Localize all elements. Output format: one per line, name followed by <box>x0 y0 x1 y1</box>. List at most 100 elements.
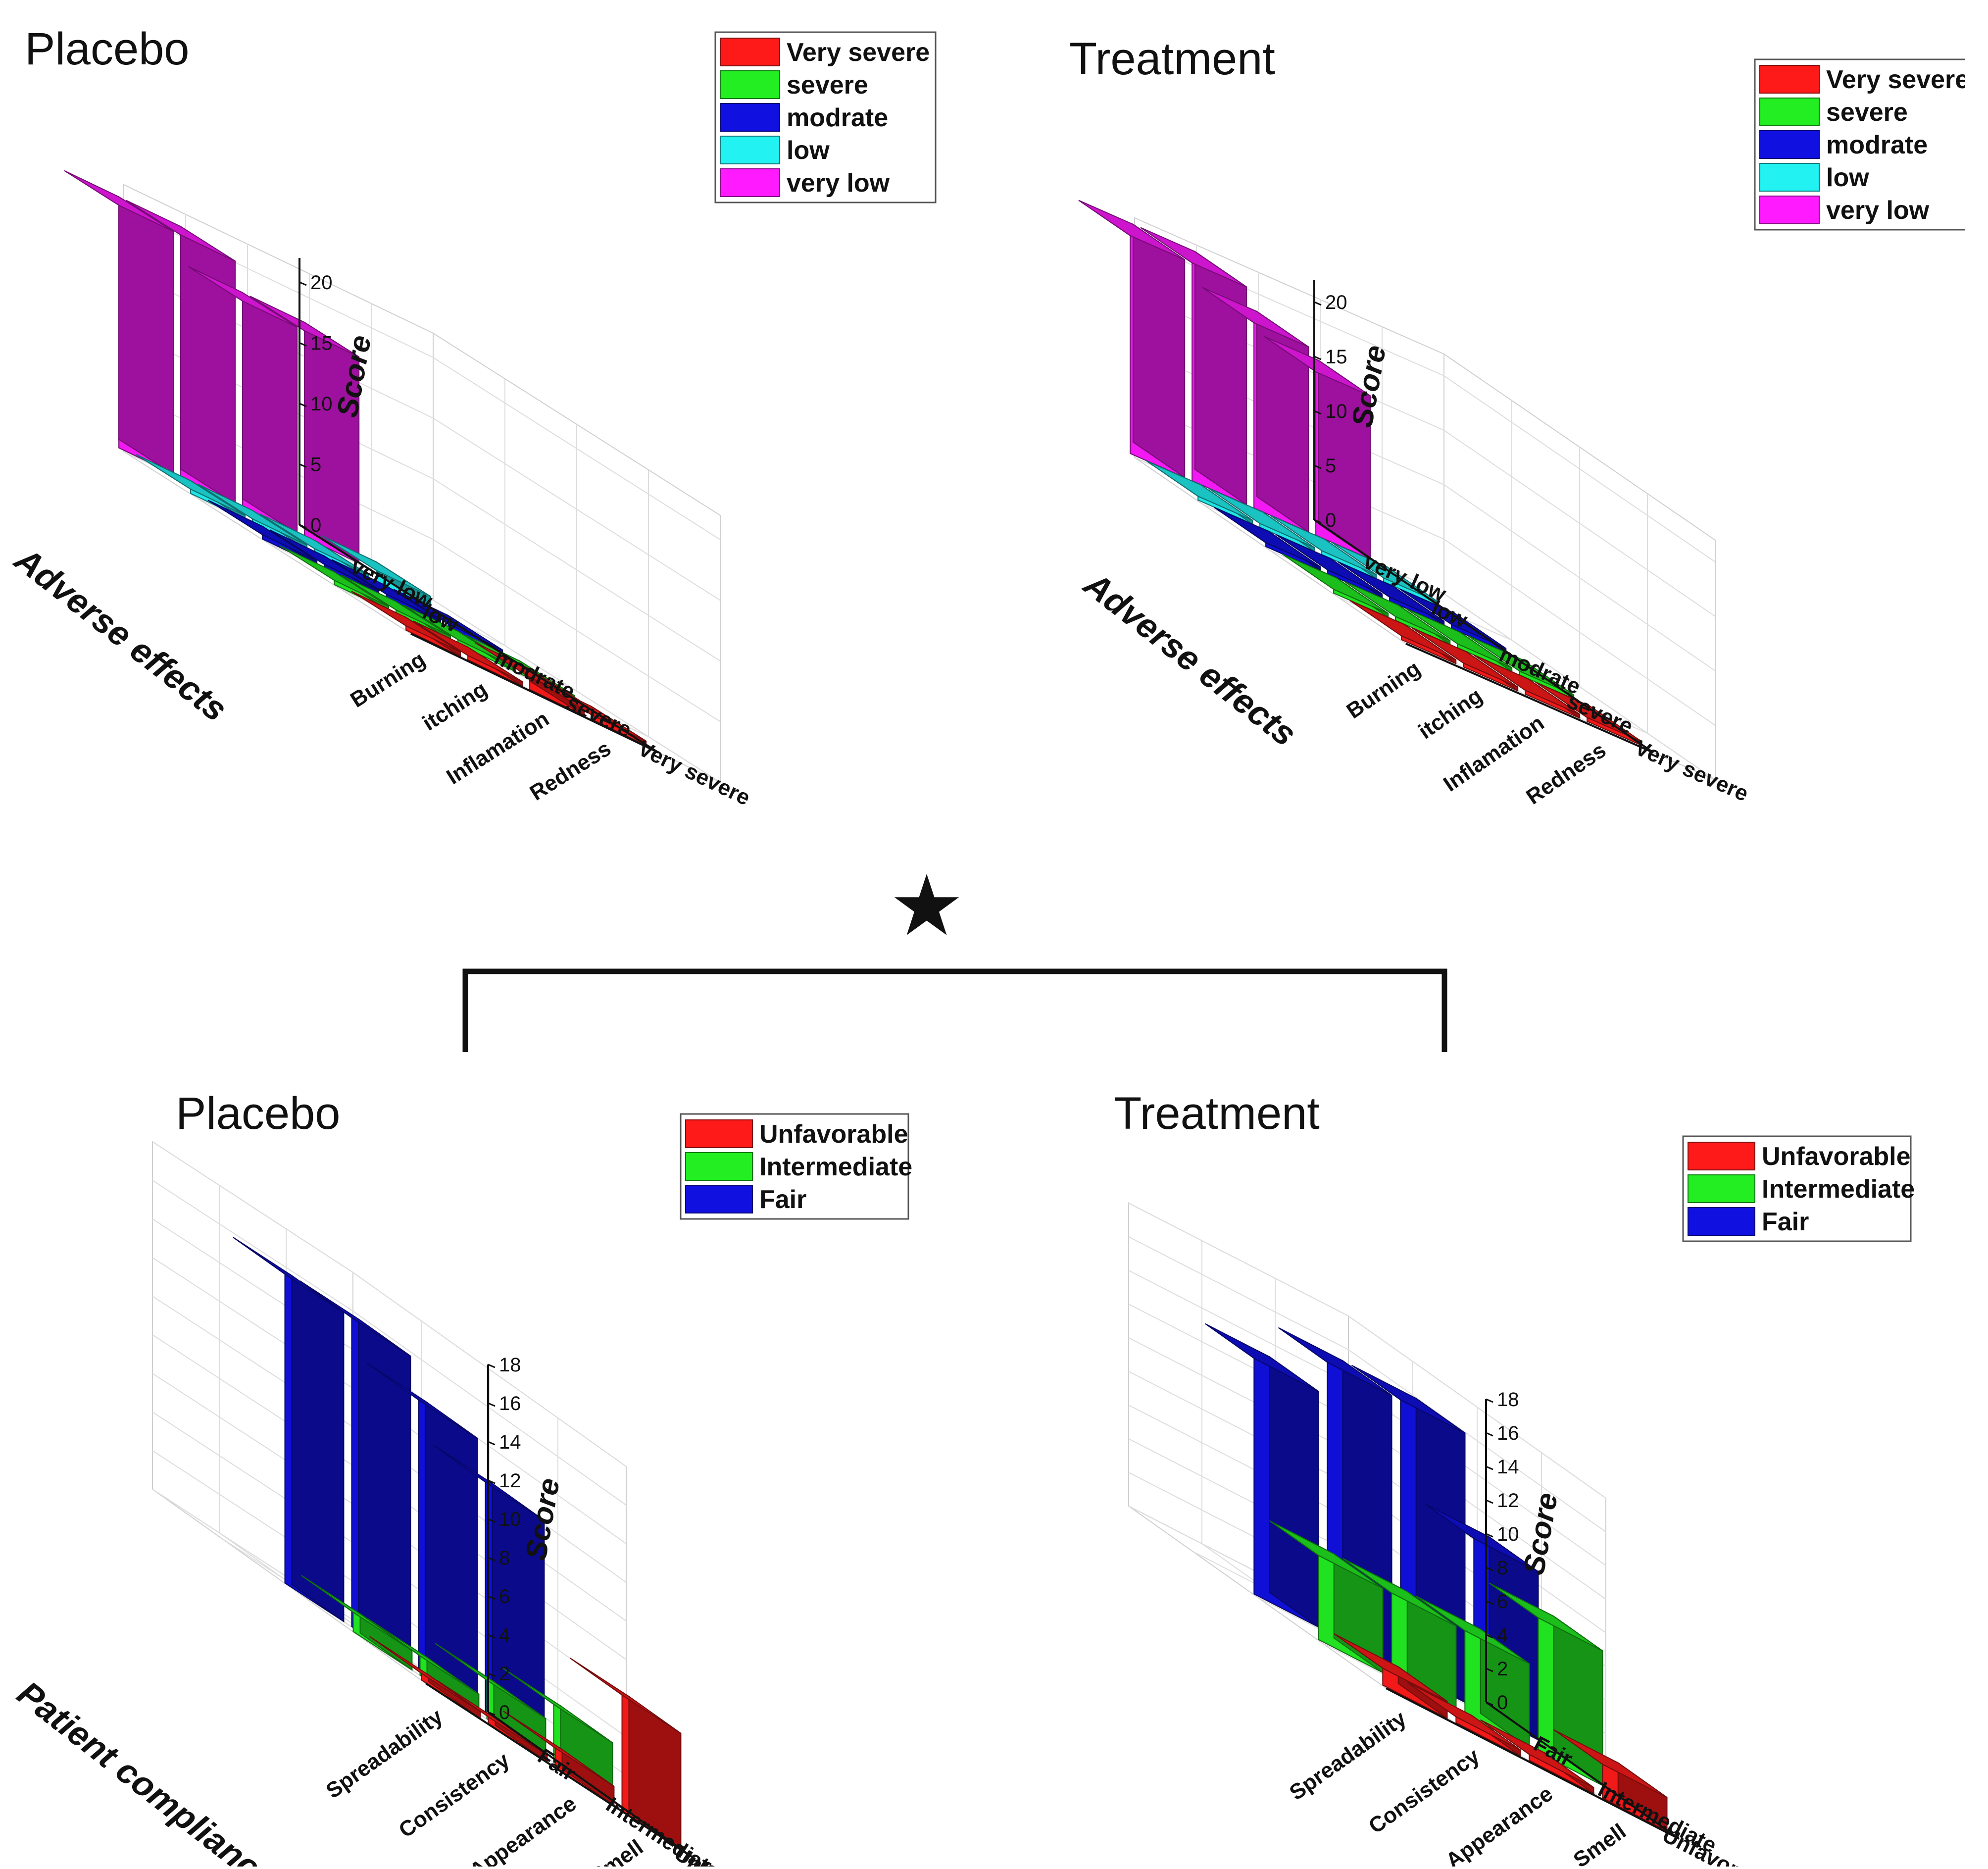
bar-itching-very-low <box>1140 227 1247 506</box>
legend-label: modrate <box>787 103 888 132</box>
z-tick-label: 10 <box>499 1509 521 1530</box>
bar-top-face <box>436 1679 547 1756</box>
legend-item: severe <box>720 70 868 100</box>
bar-inflamation-very-low <box>1202 287 1309 533</box>
bar-side-face <box>242 292 298 535</box>
bar-top-face <box>1338 561 1444 622</box>
legend-swatch <box>685 1152 753 1181</box>
z-tick <box>488 1479 496 1484</box>
row-axis-line <box>425 1682 694 1859</box>
bar-top-face <box>413 620 523 682</box>
legend-swatch <box>720 70 780 99</box>
bar-side-face <box>180 225 236 505</box>
bar-itching-very-severe <box>1411 627 1519 692</box>
bar-top-face <box>1278 1327 1392 1396</box>
bar-side-face <box>291 1274 345 1622</box>
z-tick-label: 16 <box>499 1393 521 1414</box>
z-tick-label: 5 <box>310 454 321 476</box>
legend-item: low <box>1759 163 1869 192</box>
z-tick <box>299 342 307 347</box>
row-label: Burning <box>1342 656 1425 723</box>
legend-item: Intermediate <box>1688 1174 1915 1204</box>
bar-top-face <box>1415 1595 1530 1665</box>
legend-item: very low <box>1759 196 1930 225</box>
bar-top-face <box>1411 627 1518 688</box>
bar-top-face <box>64 170 174 232</box>
bar-top-face <box>301 1575 412 1651</box>
z-tick-label: 0 <box>1497 1692 1508 1714</box>
z-tick <box>488 1557 496 1562</box>
bar-side-face <box>1269 1356 1319 1628</box>
bar-side-face <box>1132 223 1186 479</box>
z-tick-label: 10 <box>1325 401 1347 422</box>
bar-smell-fair <box>433 1445 545 1753</box>
bar-consistency-unfavorable <box>1406 1681 1521 1757</box>
z-tick <box>1486 1667 1493 1672</box>
legend-label: Very severe <box>1826 65 1965 94</box>
bar-top-face <box>1270 514 1377 575</box>
legend-swatch <box>1759 163 1820 192</box>
legend-item: Fair <box>1688 1207 1809 1236</box>
legend-swatch <box>1688 1174 1755 1203</box>
z-tick <box>488 1711 496 1716</box>
legend: Very severe severe modrate low very low <box>714 31 937 203</box>
bar-appearance-fair <box>366 1363 478 1710</box>
bar-itching-severe <box>1343 580 1451 646</box>
bar-top-face <box>1208 487 1315 548</box>
bar-redness-very-low <box>1264 336 1371 560</box>
z-tick-label: 18 <box>499 1354 521 1376</box>
legend-swatch <box>720 103 780 132</box>
bar-itching-very-severe <box>413 620 523 687</box>
z-axis-title: Score <box>1345 343 1392 430</box>
bar-consistency-unfavorable <box>436 1679 548 1763</box>
bar-burning-modrate <box>207 500 318 566</box>
row-label: itching <box>1414 683 1487 744</box>
z-tick <box>1314 301 1322 306</box>
legend-label: Unfavorable <box>759 1120 908 1149</box>
bar-top-face <box>249 296 359 357</box>
z-tick <box>299 524 307 529</box>
z-tick <box>1486 1600 1493 1605</box>
bar-top-face <box>126 200 236 262</box>
z-tick-label: 2 <box>499 1663 510 1685</box>
bar-top-face <box>136 454 246 516</box>
bar-top-face <box>1405 607 1512 668</box>
legend-label: modrate <box>1826 131 1928 159</box>
row-axis-title: Adverse effects <box>7 539 234 729</box>
legend-item: low <box>720 136 830 165</box>
bar-burning-very-low <box>64 170 174 475</box>
bar-top-face <box>351 591 461 653</box>
bar-inflamation-very-severe <box>1473 654 1581 719</box>
bar-top-face <box>1214 506 1321 567</box>
bar-redness-very-low <box>249 296 360 564</box>
bar-inflamation-severe <box>403 605 513 671</box>
bar-burning-very-low <box>1078 200 1186 479</box>
bar-top-face <box>1333 1633 1448 1702</box>
bar-top-face <box>366 1363 478 1439</box>
bar-top-face <box>1264 336 1371 397</box>
bar-top-face <box>570 1658 681 1734</box>
z-tick <box>1486 1499 1493 1504</box>
bar-top-face <box>207 500 317 561</box>
legend-swatch <box>1759 65 1820 94</box>
column-label: Very severe <box>634 736 754 810</box>
z-tick-label: 5 <box>1325 455 1336 477</box>
gridline <box>371 303 659 753</box>
bar-inflamation-very-low <box>188 266 298 535</box>
bar-itching-low <box>1208 487 1315 553</box>
row-label: Redness <box>1522 738 1610 809</box>
row-label: Inflamation <box>442 707 553 789</box>
legend-swatch <box>685 1119 753 1148</box>
bar-top-face <box>188 266 298 328</box>
bar-top-face <box>1343 580 1450 641</box>
bar-spreadability-fair <box>233 1237 345 1622</box>
z-tick-label: 4 <box>1497 1624 1508 1646</box>
bar-top-face <box>1078 200 1185 260</box>
legend-item: Intermediate <box>685 1152 912 1181</box>
z-tick <box>488 1634 496 1639</box>
legend-label: very low <box>787 169 890 198</box>
column-axis-line <box>298 524 659 754</box>
legend-item: very low <box>720 168 890 198</box>
